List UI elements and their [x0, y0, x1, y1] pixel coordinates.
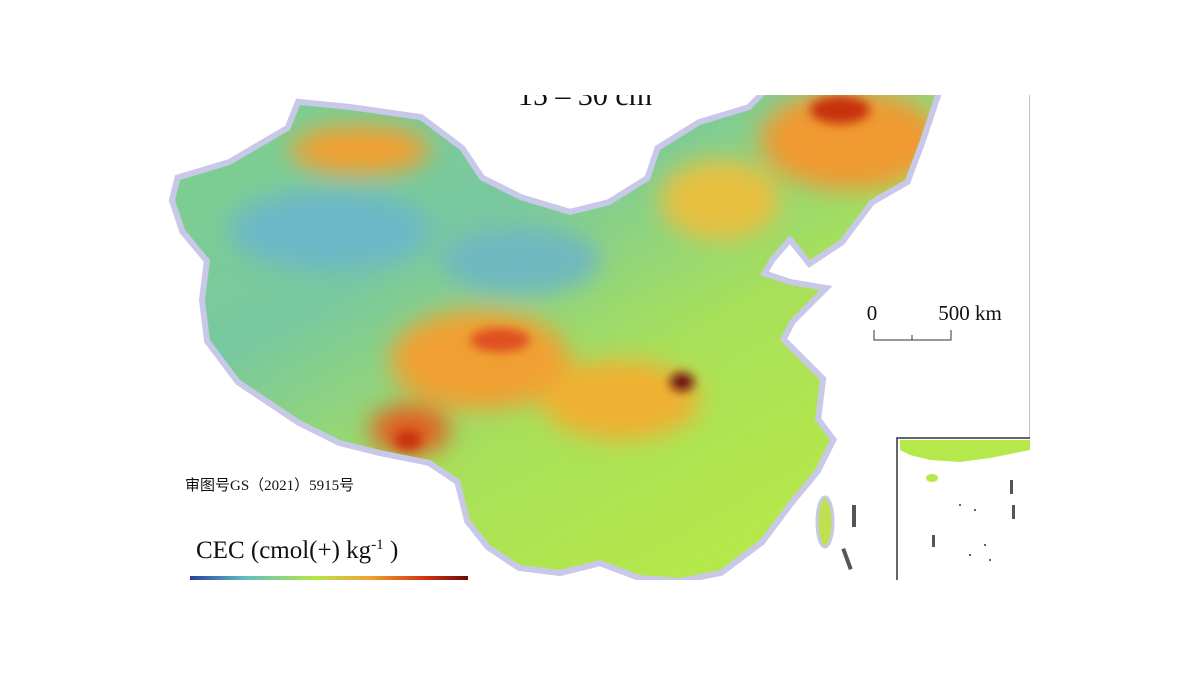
legend-title-end: ) [384, 537, 399, 564]
scale-start: 0 [867, 301, 878, 325]
legend-title-main: CEC (cmol(+) kg [196, 537, 372, 564]
taiwan [815, 495, 835, 549]
legend-title: CEC (cmol(+) kg-1 ) [196, 537, 398, 564]
legend-color-bar [190, 576, 468, 580]
scale-bar: 0 500 km [867, 301, 1002, 341]
scale-end: 500 km [938, 301, 1002, 325]
inset-map [896, 437, 1030, 580]
sea-boundary-dashes [841, 505, 856, 571]
map-area: 15 – 30 cm [168, 79, 1030, 580]
map-title: 15 – 30 cm [518, 79, 652, 112]
approval-number: 审图号GS（2021）5915号 [185, 477, 354, 494]
legend-title-superscript: -1 [371, 537, 384, 553]
